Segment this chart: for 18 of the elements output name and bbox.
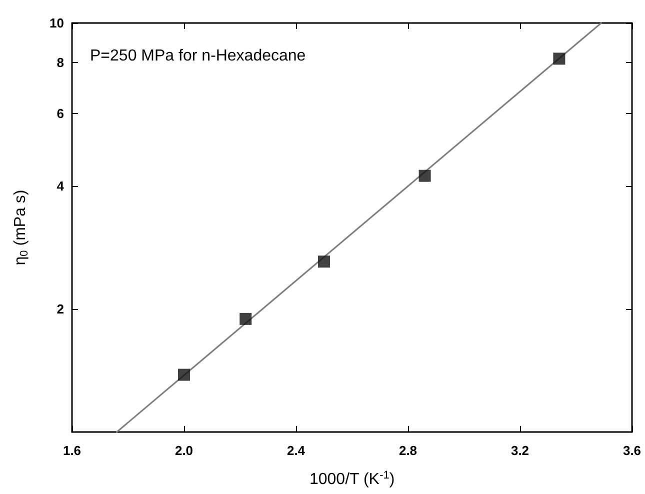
y-tick-label: 6 bbox=[56, 106, 64, 122]
x-tick-label: 2.0 bbox=[174, 443, 194, 458]
point bbox=[318, 256, 330, 268]
point bbox=[178, 368, 190, 381]
y-tick-label: 8 bbox=[56, 55, 64, 70]
y-axis-title: η0 (mPa s) bbox=[12, 190, 30, 266]
point bbox=[418, 170, 431, 182]
x-tick-label: 1.6 bbox=[62, 443, 82, 458]
x-tick-label: 3.2 bbox=[510, 443, 530, 458]
x-tick-label: 2.4 bbox=[286, 443, 306, 458]
point bbox=[240, 312, 252, 325]
x-tick-label: 3.6 bbox=[622, 443, 642, 458]
y-tick-label: 4 bbox=[56, 178, 65, 194]
point bbox=[553, 52, 566, 65]
y-tick-label: 2 bbox=[56, 301, 64, 316]
y-tick-label: 10 bbox=[50, 16, 64, 30]
annotation: P=250 MPa for n-Hexadecane bbox=[90, 48, 306, 64]
x-tick-label: 2.8 bbox=[398, 443, 418, 458]
